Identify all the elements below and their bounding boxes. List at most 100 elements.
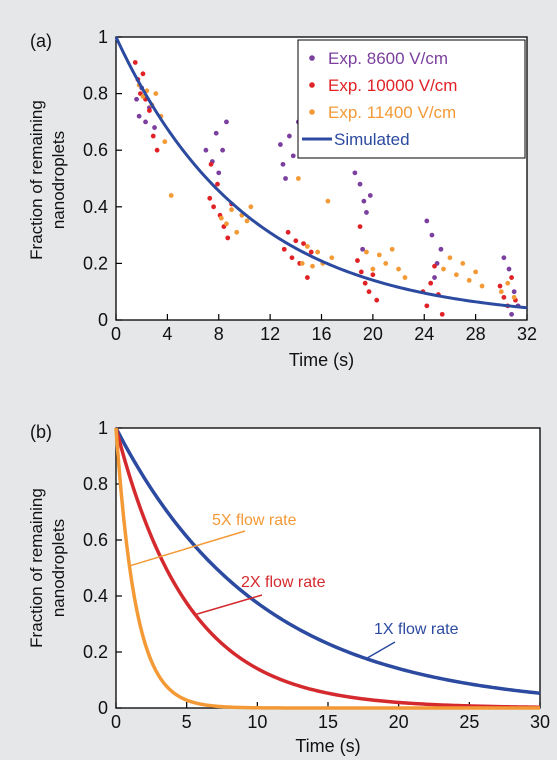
x-tick-label: 5 [182,712,192,732]
data-point [224,119,229,125]
panel-label: (a) [30,31,52,51]
data-point [220,147,226,153]
data-point [225,235,231,241]
data-point [358,269,364,275]
x-tick-label: 25 [459,712,479,732]
data-point [203,147,209,153]
data-point [215,181,220,187]
data-point [310,263,315,269]
y-axis-label-line2: nanodroplets [49,131,68,229]
data-point [280,161,286,167]
data-point [367,193,373,198]
data-point [301,241,306,246]
y-tick-label: 0.6 [83,530,108,550]
x-tick-label: 0 [111,324,121,344]
data-point [355,258,360,263]
series-line-5x-flow-rate [114,427,540,710]
data-point [248,204,254,210]
data-point [479,283,485,289]
data-point [509,311,514,317]
y-tick-label: 1 [98,27,108,47]
data-point [213,130,219,136]
chart-panel-a: 0 4 8 12 16 20 24 28 32 0 0.2 0.4 0.6 0.8 1 (a) Time (s)… [27,27,537,370]
x-axis-label: Time (s) [295,736,360,756]
data-point [134,96,139,102]
annotation-leader [194,594,263,616]
data-point [389,246,395,252]
data-point [283,176,288,181]
y-tick-label: 0.4 [83,197,108,217]
data-point [428,280,434,286]
y-tick-label: 0 [98,310,108,330]
legend-entry: Exp. 11400 V/cm [328,103,456,122]
x-tick-label: 12 [260,324,280,344]
y-tick-label: 0.8 [83,84,108,104]
x-tick-label: 24 [414,324,434,344]
data-point [285,229,291,235]
data-point [295,176,301,181]
data-point [511,289,517,295]
data-point [234,229,240,235]
x-tick-label: 10 [247,712,267,732]
data-point [364,249,369,255]
data-point [211,204,217,210]
data-point [439,311,445,317]
y-tick-label: 0.6 [83,140,108,160]
data-point [453,272,459,278]
data-point [466,277,472,283]
data-point [308,249,314,255]
data-point [136,113,142,119]
data-point [376,252,382,258]
data-point [299,261,305,266]
data-point [509,275,514,280]
data-point [361,198,367,204]
data-point [281,246,287,252]
data-point [360,246,365,252]
data-point [362,280,368,286]
annotation-label: 5X flow rate [212,512,297,529]
data-point [424,218,430,224]
data-point [383,261,389,266]
data-point [429,232,435,238]
x-tick-label: 15 [318,712,338,732]
data-point [150,133,156,139]
y-axis-label-line1: Fraction of remaining [27,488,46,648]
data-point [208,161,214,167]
data-point [290,153,296,159]
data-point [168,193,174,198]
data-point [432,263,437,269]
series-line-simulated [114,36,528,310]
data-point [352,170,358,176]
panel-label: (b) [30,422,52,442]
x-tick-label: 16 [311,324,331,344]
data-point [286,133,292,139]
data-point [501,294,507,300]
data-point [207,195,213,201]
legend-marker [309,55,315,61]
data-point [501,255,507,261]
data-point [278,142,283,147]
x-tick-label: 0 [111,712,121,732]
data-point [216,170,222,176]
data-point [505,280,511,286]
data-point [506,266,512,272]
y-axis-label-line1: Fraction of remaining [27,100,46,260]
data-point [224,221,229,227]
y-axis-label-line2: nanodroplets [49,519,68,617]
data-point [402,275,408,280]
data-point [289,255,295,261]
series-line-2x-flow-rate [114,427,541,709]
data-point [357,224,363,230]
plot-area [115,427,541,709]
data-point [229,207,234,213]
data-point [304,244,310,249]
data-point [132,60,138,65]
data-point [370,272,376,278]
x-tick-label: 20 [389,712,409,732]
data-point [364,210,369,215]
data-point [152,125,157,130]
annotation-leader [129,530,246,567]
data-point [143,119,148,125]
y-tick-label: 0.8 [83,474,108,494]
